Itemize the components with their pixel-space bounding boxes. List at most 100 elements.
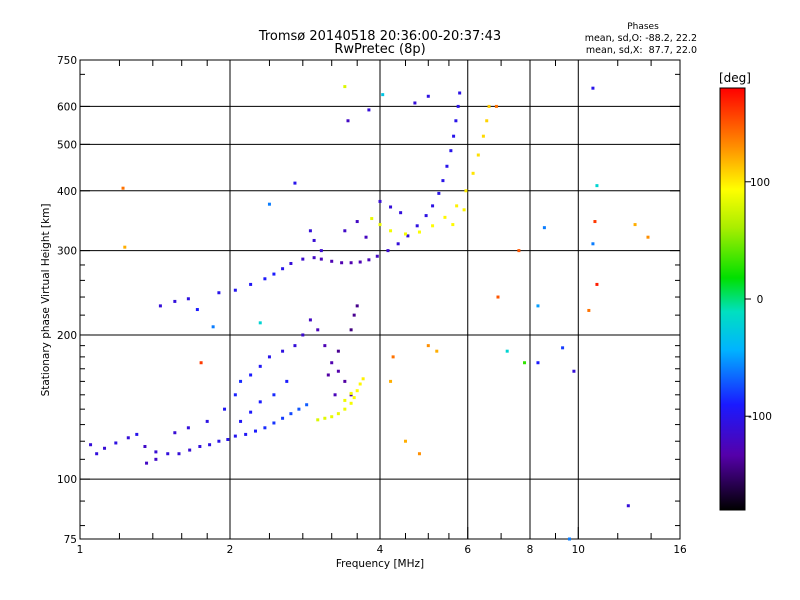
data-point — [177, 452, 181, 456]
data-point — [239, 419, 243, 423]
data-point — [349, 261, 353, 265]
data-point — [352, 396, 356, 400]
data-point — [253, 429, 257, 433]
data-point — [319, 257, 323, 261]
data-point — [355, 389, 359, 393]
data-point — [336, 349, 340, 353]
data-point — [536, 361, 540, 365]
y-tick-label: 75 — [64, 534, 77, 546]
data-point — [572, 369, 576, 373]
data-point — [399, 211, 403, 215]
y-tick-label: 200 — [57, 330, 77, 342]
data-point — [591, 242, 595, 246]
data-point — [445, 164, 449, 168]
data-point — [301, 257, 305, 261]
data-point — [355, 304, 359, 308]
x-tick-label: 10 — [572, 544, 585, 556]
data-point — [316, 328, 320, 332]
axis-ticks: 1 2 4 6 8 10 16 75 100 200 300 400 500 600 750 — [57, 55, 687, 556]
data-point — [293, 181, 297, 185]
x-tick-label: 16 — [673, 544, 687, 556]
x-tick-label: 2 — [227, 544, 234, 556]
data-point — [349, 328, 353, 332]
data-point — [263, 426, 267, 430]
data-point — [567, 537, 571, 541]
data-point — [449, 149, 453, 153]
data-point — [121, 186, 125, 190]
y-tick-label: 750 — [57, 55, 77, 67]
data-point — [435, 349, 439, 353]
data-point — [352, 313, 356, 317]
data-point — [312, 238, 316, 242]
data-point — [289, 412, 293, 416]
data-point — [391, 355, 395, 359]
data-point — [381, 93, 385, 97]
data-point — [349, 391, 353, 395]
data-point — [166, 452, 170, 456]
data-point — [561, 346, 565, 350]
y-tick-label: 500 — [57, 139, 77, 151]
chart-title: Tromsø 20140518 20:36:00-20:37:43 — [258, 29, 501, 44]
data-point — [330, 361, 334, 365]
data-point — [587, 308, 591, 312]
data-point — [233, 393, 237, 397]
data-points — [89, 85, 650, 541]
data-point — [452, 134, 456, 138]
data-point — [346, 119, 350, 123]
data-point — [485, 119, 489, 123]
data-point — [272, 272, 276, 276]
data-point — [476, 153, 480, 157]
data-point — [323, 416, 327, 420]
data-point — [333, 393, 337, 397]
data-point — [233, 434, 237, 438]
data-point — [330, 415, 334, 419]
data-point — [378, 199, 382, 203]
data-point — [487, 104, 491, 108]
data-point — [186, 426, 190, 430]
data-point — [396, 242, 400, 246]
data-point — [454, 119, 458, 123]
data-point — [451, 223, 455, 227]
data-point — [517, 249, 521, 253]
data-point — [340, 261, 344, 265]
data-point — [343, 407, 347, 411]
data-point — [403, 232, 407, 236]
data-point — [593, 220, 597, 224]
data-point — [462, 208, 466, 212]
data-point — [415, 224, 419, 228]
data-point — [330, 259, 334, 263]
data-point — [426, 344, 430, 348]
data-point — [312, 256, 316, 260]
data-point — [301, 333, 305, 337]
data-point — [233, 288, 237, 292]
data-point — [272, 393, 276, 397]
data-point — [319, 249, 323, 253]
data-point — [424, 214, 428, 218]
data-point — [258, 364, 262, 368]
data-point — [281, 267, 285, 271]
data-point — [367, 108, 371, 112]
data-point — [494, 104, 498, 108]
y-tick-label: 600 — [57, 101, 77, 113]
data-point — [417, 452, 421, 456]
data-point — [343, 229, 347, 233]
data-point — [343, 379, 347, 383]
data-point — [536, 304, 540, 308]
data-point — [272, 421, 276, 425]
x-tick-label: 8 — [527, 544, 534, 556]
data-point — [364, 235, 368, 239]
data-point — [173, 431, 177, 435]
data-point — [336, 369, 340, 373]
series-lower-o — [89, 304, 359, 465]
data-point — [403, 439, 407, 443]
x-tick-label: 4 — [377, 544, 384, 556]
stats-heading: Phases — [627, 22, 659, 32]
data-point — [626, 504, 630, 508]
data-point — [198, 444, 202, 448]
x-axis-label: Frequency [MHz] — [336, 558, 424, 570]
data-point — [267, 355, 271, 359]
data-point — [437, 191, 441, 195]
data-point — [308, 229, 312, 233]
y-tick-label: 400 — [57, 186, 77, 198]
